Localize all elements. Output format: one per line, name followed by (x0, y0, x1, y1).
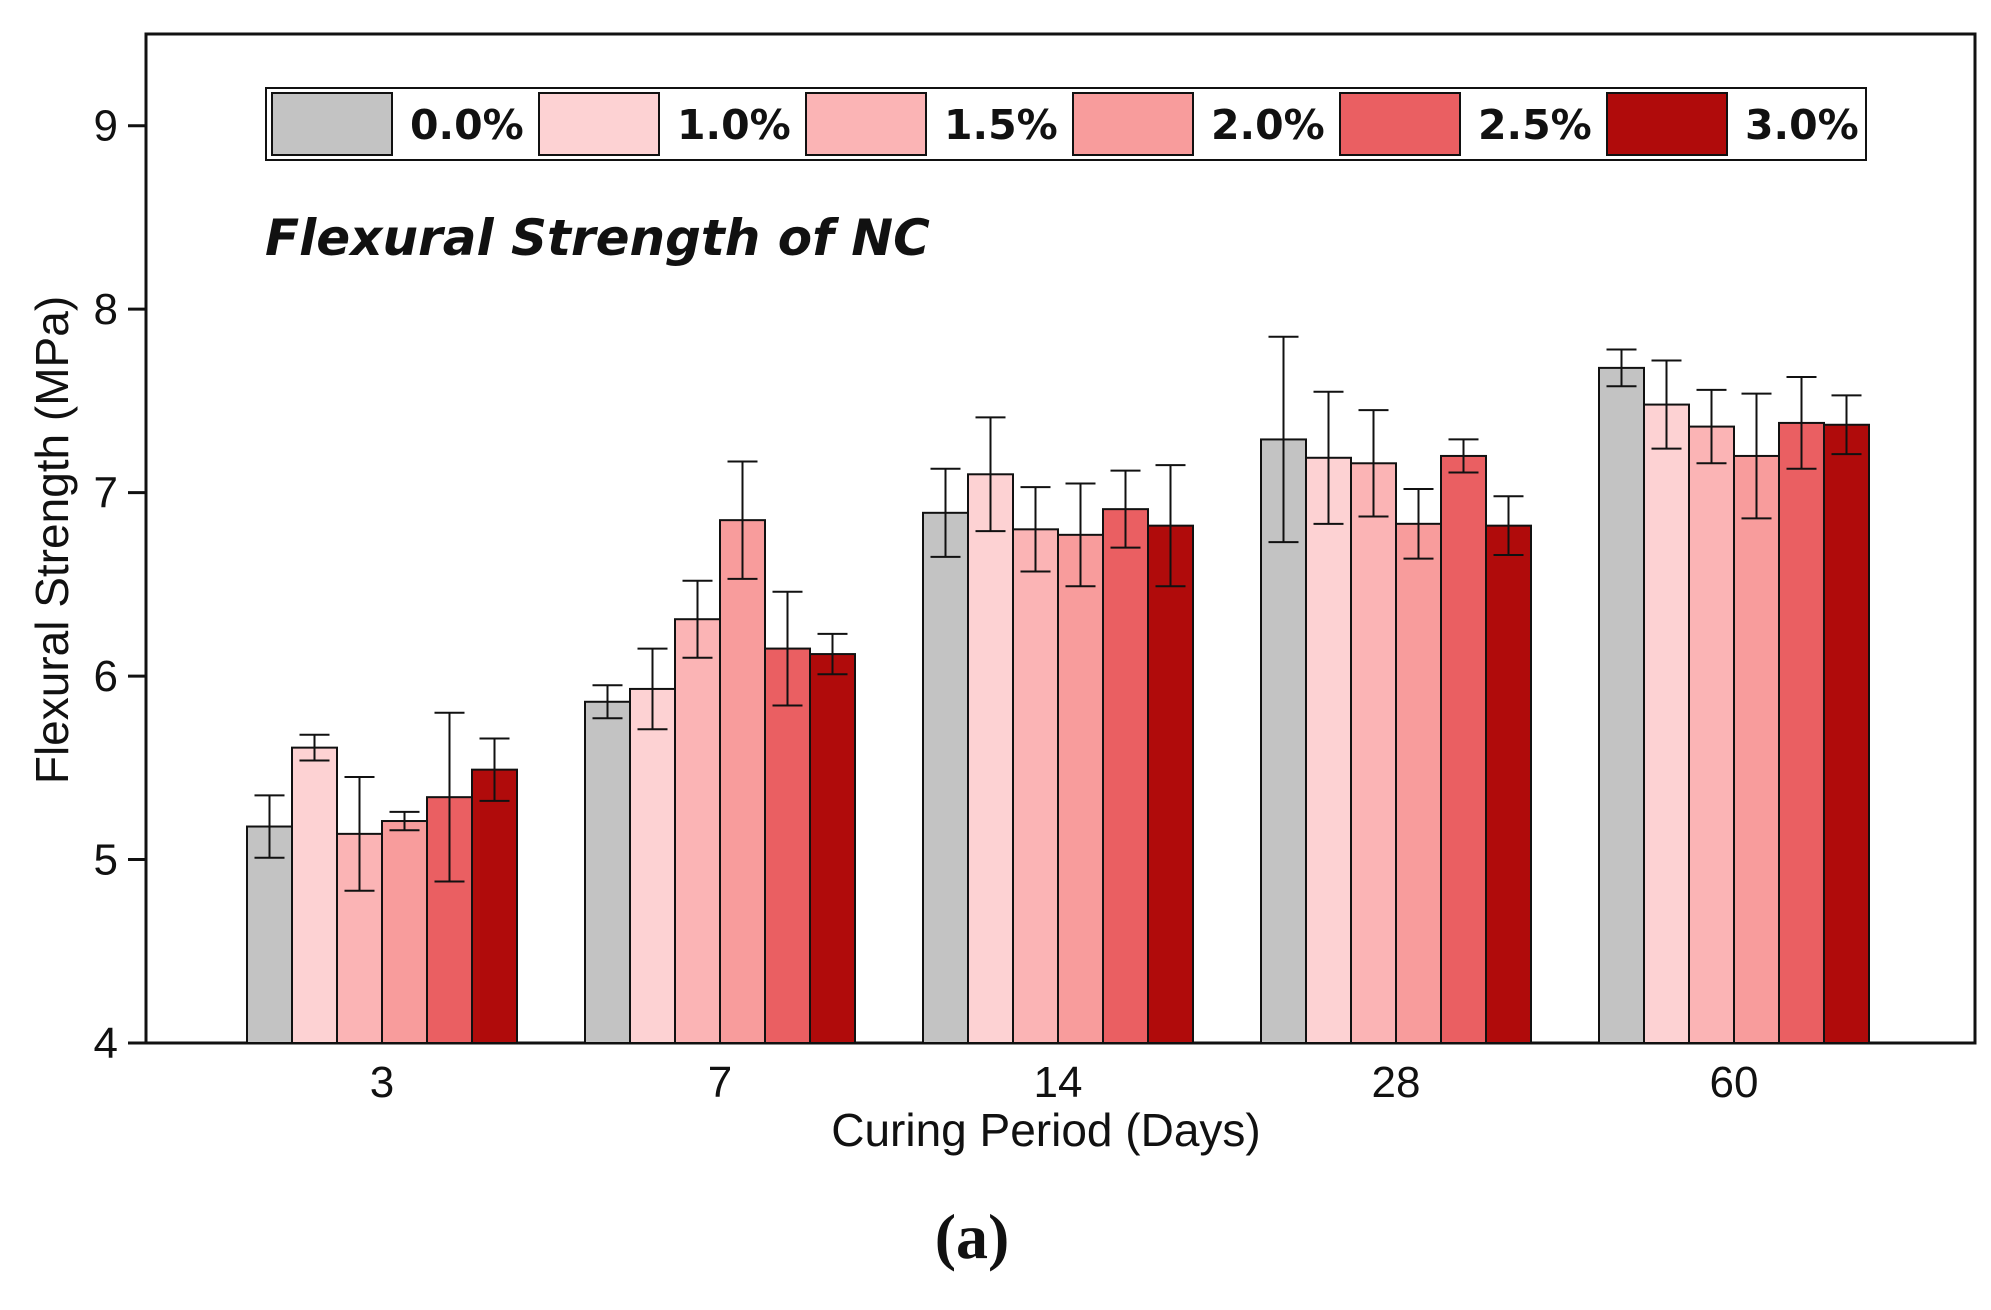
panel-label: (a) (935, 1201, 1010, 1272)
legend-swatch-0-0pct (271, 92, 393, 156)
legend-label: 0.0% (410, 101, 524, 149)
bar-2-5pct-day-7 (764, 647, 811, 1045)
bar-3-0pct-day-28 (1485, 524, 1532, 1044)
legend-label: 2.0% (1211, 101, 1325, 149)
legend-swatch-2-0pct (1072, 92, 1194, 156)
legend: 0.0% 1.0% 1.5% 2.0% 2.5% 3.0% (265, 87, 1867, 161)
bar-1-5pct-day-7 (674, 618, 721, 1044)
bar-2-0pct-day-28 (1395, 522, 1442, 1044)
x-tick-label: 14 (1034, 1058, 1083, 1107)
bar-3-0pct-day-14 (1147, 524, 1194, 1044)
bar-2-0pct-day-3 (381, 820, 428, 1045)
bar-0-0pct-day-60 (1598, 366, 1645, 1044)
y-tick-label: 5 (94, 836, 118, 885)
bar-series-group (246, 335, 1870, 1045)
bar-2-0pct-day-14 (1057, 533, 1104, 1045)
x-axis-title: Curing Period (Days) (831, 1104, 1260, 1156)
bar-0-0pct-day-3 (246, 825, 293, 1044)
bar-1-0pct-day-7 (629, 687, 676, 1044)
y-tick-label: 7 (94, 469, 118, 518)
bar-2-0pct-day-60 (1733, 454, 1780, 1045)
bar-0-0pct-day-14 (922, 511, 969, 1044)
legend-swatch-2-5pct (1339, 92, 1461, 156)
bar-2-5pct-day-60 (1778, 421, 1825, 1044)
bar-2-0pct-day-7 (719, 519, 766, 1044)
bar-3-0pct-day-60 (1823, 423, 1870, 1044)
bar-1-5pct-day-14 (1012, 528, 1059, 1044)
legend-box (265, 87, 1867, 161)
bar-1-0pct-day-14 (967, 473, 1014, 1045)
bar-2-5pct-day-14 (1102, 508, 1149, 1044)
x-tick-label: 7 (708, 1058, 732, 1107)
y-axis: 4 5 6 7 8 9 (94, 102, 146, 1068)
bar-1-0pct-day-28 (1305, 456, 1352, 1044)
chart-title: Flexural Strength of NC (265, 209, 930, 267)
x-tick-label: 3 (370, 1058, 394, 1107)
bar-3-0pct-day-3 (471, 768, 518, 1044)
x-tick-label: 60 (1710, 1058, 1759, 1107)
bar-1-5pct-day-28 (1350, 462, 1397, 1044)
bar-2-5pct-day-28 (1440, 454, 1487, 1045)
bar-1-5pct-day-60 (1688, 425, 1735, 1044)
y-tick-label: 9 (94, 102, 118, 151)
bar-1-0pct-day-3 (291, 746, 338, 1044)
bar-1-0pct-day-60 (1643, 403, 1690, 1044)
x-tick-label: 28 (1372, 1058, 1421, 1107)
legend-label: 3.0% (1745, 101, 1859, 149)
legend-swatch-1-0pct (538, 92, 660, 156)
y-tick-label: 6 (94, 652, 118, 701)
y-tick-label: 4 (94, 1019, 118, 1068)
bar-0-0pct-day-7 (584, 700, 631, 1044)
legend-label: 1.5% (944, 101, 1058, 149)
x-axis: 3 7 14 28 60 (370, 1058, 1759, 1107)
y-axis-title: Flexural Strength (MPa) (26, 296, 78, 784)
bar-3-0pct-day-7 (809, 653, 856, 1044)
legend-swatch-1-5pct (805, 92, 927, 156)
legend-label: 2.5% (1478, 101, 1592, 149)
legend-label: 1.0% (677, 101, 791, 149)
y-tick-label: 8 (94, 285, 118, 334)
legend-swatch-3-0pct (1606, 92, 1728, 156)
